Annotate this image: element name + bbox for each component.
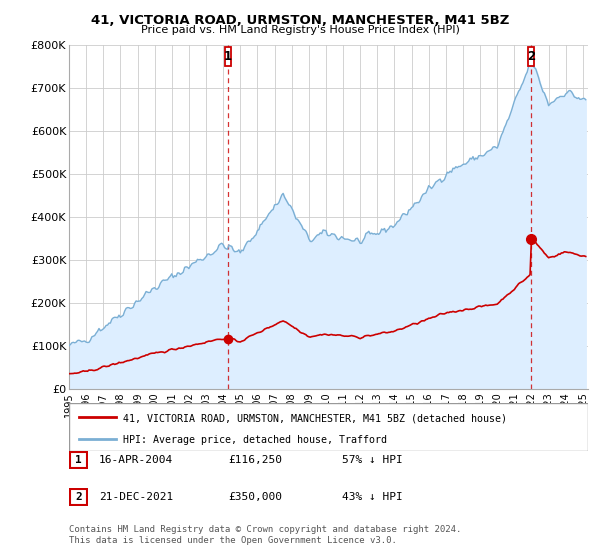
Text: £350,000: £350,000 — [228, 492, 282, 502]
Text: 1: 1 — [224, 50, 232, 63]
Text: 16-APR-2004: 16-APR-2004 — [99, 455, 173, 465]
Bar — [224, 47, 232, 66]
Text: 2: 2 — [527, 50, 535, 63]
Text: HPI: Average price, detached house, Trafford: HPI: Average price, detached house, Traf… — [124, 435, 388, 445]
FancyBboxPatch shape — [70, 489, 87, 505]
Text: 41, VICTORIA ROAD, URMSTON, MANCHESTER, M41 5BZ: 41, VICTORIA ROAD, URMSTON, MANCHESTER, … — [91, 14, 509, 27]
Text: 57% ↓ HPI: 57% ↓ HPI — [342, 455, 403, 465]
Bar — [527, 47, 535, 66]
FancyBboxPatch shape — [69, 403, 588, 451]
Text: Price paid vs. HM Land Registry's House Price Index (HPI): Price paid vs. HM Land Registry's House … — [140, 25, 460, 35]
FancyBboxPatch shape — [70, 452, 87, 468]
Text: 2: 2 — [75, 492, 82, 502]
Text: £116,250: £116,250 — [228, 455, 282, 465]
Text: 41, VICTORIA ROAD, URMSTON, MANCHESTER, M41 5BZ (detached house): 41, VICTORIA ROAD, URMSTON, MANCHESTER, … — [124, 413, 508, 423]
Text: 21-DEC-2021: 21-DEC-2021 — [99, 492, 173, 502]
Text: 1: 1 — [75, 455, 82, 465]
Text: Contains HM Land Registry data © Crown copyright and database right 2024.
This d: Contains HM Land Registry data © Crown c… — [69, 525, 461, 545]
Text: 43% ↓ HPI: 43% ↓ HPI — [342, 492, 403, 502]
